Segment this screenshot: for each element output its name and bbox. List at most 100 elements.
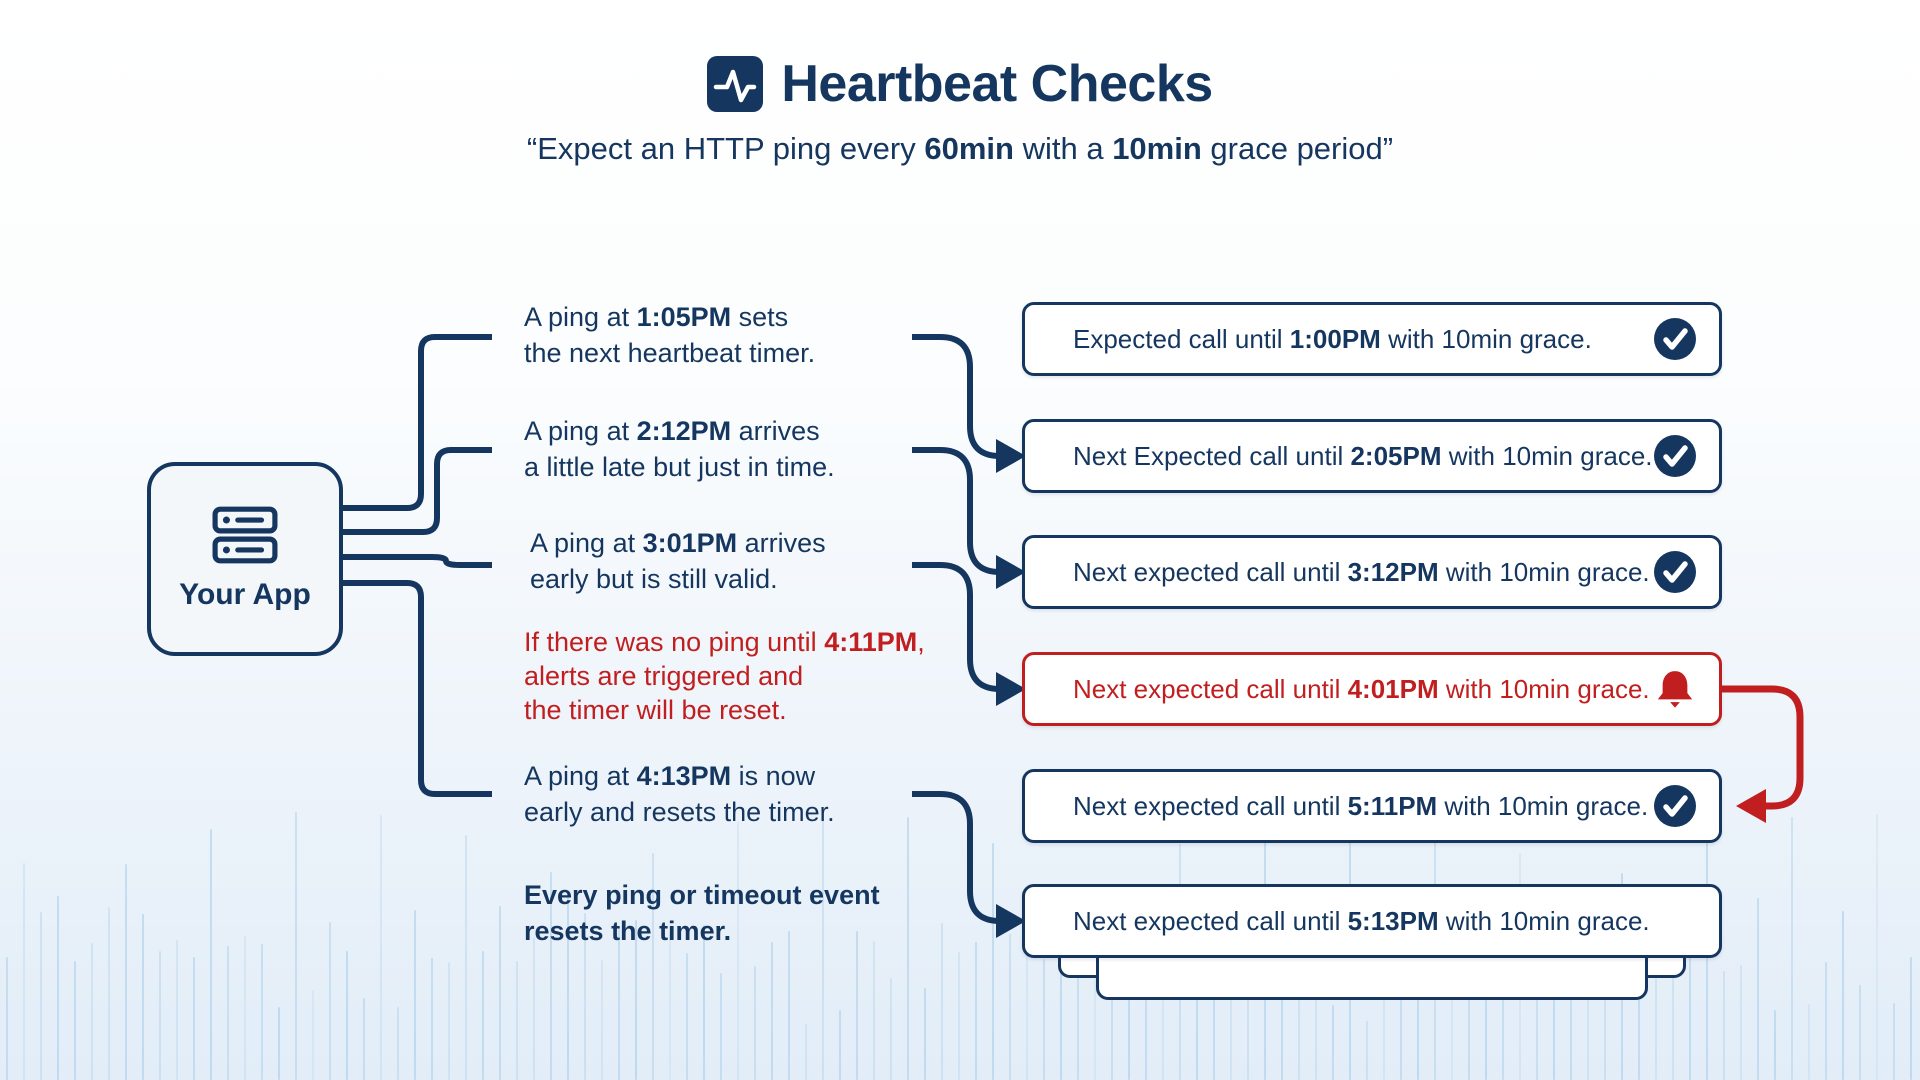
waveform-bar [295, 812, 297, 1080]
waveform-bar [856, 931, 858, 1080]
waveform-bar [1451, 971, 1453, 1080]
waveform-bar [1383, 943, 1385, 1080]
bracket-event-2 [335, 447, 492, 535]
waveform-bar [1876, 814, 1878, 1080]
waveform-bar [414, 910, 416, 1080]
waveform-bar [1298, 951, 1300, 1080]
event-ping-3: A ping at 3:01PM arrives early but is st… [530, 528, 826, 594]
event-ping-2: A ping at 2:12PM arrives a little late b… [524, 416, 835, 482]
your-app-node: Your App [147, 462, 343, 656]
event-timeout-alert: If there was no ping until 4:11PM, alert… [524, 627, 925, 725]
waveform-bar [1808, 1004, 1810, 1080]
arrowhead-2 [996, 555, 1026, 589]
waveform-bar [618, 926, 620, 1080]
waveform-bar [1672, 894, 1674, 1080]
waveform-bar [924, 988, 926, 1080]
waveform-bar [686, 953, 688, 1080]
waveform-bar [1706, 837, 1708, 1080]
waveform-bar [6, 957, 8, 1080]
waveform-bar [1553, 939, 1555, 1080]
bracket-event-1 [335, 334, 492, 511]
waveform-bar [1757, 898, 1759, 1080]
waveform-bar [601, 960, 603, 1080]
waveform-bar [805, 1024, 807, 1080]
your-app-label: Your App [179, 578, 311, 611]
bell-icon [1657, 671, 1693, 708]
status-box-5: Next expected call until 5:11PM with 10m… [1022, 769, 1722, 843]
waveform-bar [907, 817, 909, 1080]
waveform-bar [176, 940, 178, 1080]
waveform-bar [1468, 938, 1470, 1080]
waveform-bar [703, 925, 705, 1080]
waveform-bar [1536, 920, 1538, 1080]
waveform-bar [312, 990, 314, 1080]
waveform-bar [1417, 958, 1419, 1080]
waveform-bar [210, 829, 212, 1080]
waveform-bar [975, 942, 977, 1080]
waveform-bar [788, 931, 790, 1080]
waveform-bar [1060, 919, 1062, 1080]
event-ping-4: A ping at 4:13PM is now early and resets… [524, 761, 835, 827]
arrowhead-3 [996, 672, 1026, 706]
waveform-bar [1774, 1010, 1776, 1080]
waveform-bar [108, 907, 110, 1080]
status-box-1: Expected call until 1:00PM with 10min gr… [1022, 302, 1722, 376]
waveform-bar [380, 815, 382, 1080]
waveform-bar [329, 922, 331, 1080]
waveform-bar [1655, 965, 1657, 1080]
waveform-bar [754, 966, 756, 1080]
page-title: Heartbeat Checks [781, 55, 1213, 113]
waveform-bar [125, 864, 127, 1080]
waveform-bar [91, 943, 93, 1080]
waveform-bar [499, 906, 501, 1080]
bracket-event-5 [335, 580, 492, 797]
waveform-bar [992, 843, 994, 1080]
waveform-bar [652, 853, 654, 1080]
waveform-bar [1009, 934, 1011, 1080]
waveform-bar [261, 944, 263, 1080]
waveform-bar [1638, 950, 1640, 1080]
check-badge-icon [1654, 785, 1696, 827]
arrow-line-1 [912, 334, 1001, 459]
header: Heartbeat Checks “Expect an HTTP ping ev… [0, 54, 1920, 167]
waveform-bar [1366, 1021, 1368, 1080]
subtitle: “Expect an HTTP ping every 60min with a … [526, 131, 1394, 166]
waveform-bar [1400, 934, 1402, 1080]
waveform-bar [278, 1007, 280, 1080]
waveform-bar [1740, 965, 1742, 1080]
waveform-bar [533, 938, 535, 1080]
waveform-bar [1842, 911, 1844, 1080]
waveform-bar [23, 863, 25, 1080]
waveform-bar [1281, 985, 1283, 1080]
waveform-bar [1111, 931, 1113, 1080]
reset-loop-line [1722, 685, 1804, 810]
waveform-bar [1077, 884, 1079, 1080]
waveform-bar [1689, 952, 1691, 1080]
waveform-bar [142, 914, 144, 1080]
waveform-bar [465, 835, 467, 1080]
waveform-bar [1213, 958, 1215, 1080]
waveform-bar [244, 936, 246, 1080]
pulse-icon [707, 56, 764, 112]
waveform-bar [1825, 962, 1827, 1080]
waveform-bar [890, 978, 892, 1080]
status-box-2: Next Expected call until 2:05PM with 10m… [1022, 419, 1722, 493]
waveform-bar [1485, 948, 1487, 1080]
arrow-line-2 [912, 447, 1001, 575]
waveform-bar [584, 913, 586, 1080]
waveform-bar [448, 962, 450, 1080]
waveform-bar [74, 961, 76, 1080]
waveform-bar [1332, 1005, 1334, 1080]
waveform-bar [771, 942, 773, 1080]
arrowhead-1 [996, 439, 1026, 473]
waveform-bar [737, 822, 739, 1080]
server-icon [212, 506, 278, 564]
waveform-bar [159, 951, 161, 1080]
waveform-bar [958, 952, 960, 1080]
waveform-bar [1315, 920, 1317, 1080]
waveform-bar [669, 933, 671, 1080]
waveform-bar [1570, 959, 1572, 1080]
waveform-bar [482, 951, 484, 1080]
